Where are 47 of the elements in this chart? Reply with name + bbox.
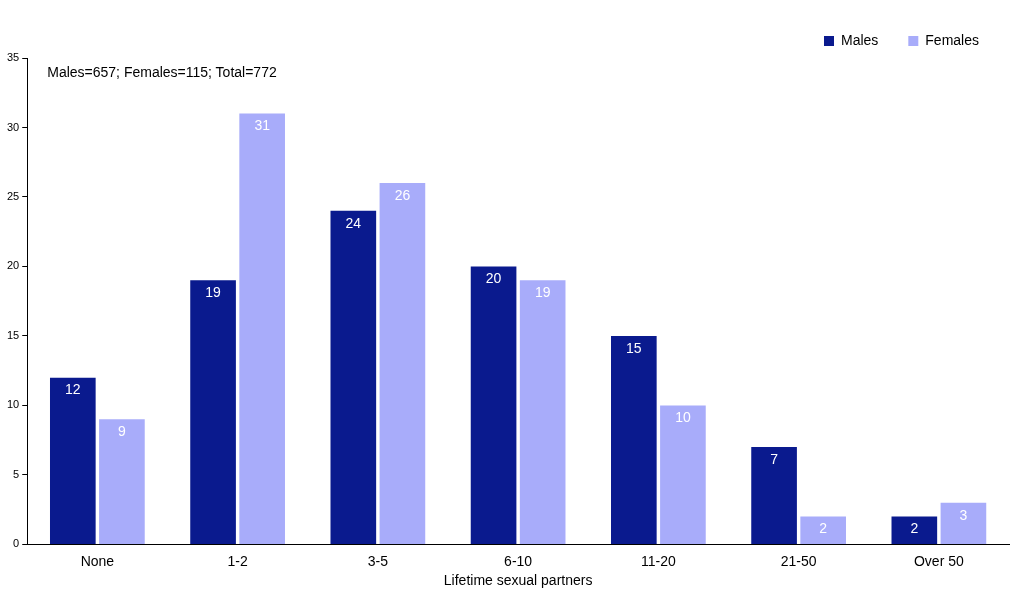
bar (611, 335, 657, 544)
data-label: 26 (394, 186, 411, 203)
x-tick-label: 21-50 (780, 552, 817, 569)
data-label: 24 (345, 214, 362, 231)
legend-label: Males (840, 31, 879, 48)
x-tick-label: 11-20 (640, 552, 676, 569)
bar (379, 183, 426, 544)
bar (891, 516, 938, 544)
data-label: 20 (485, 270, 502, 287)
data-label: 19 (534, 284, 551, 301)
bar (660, 405, 706, 544)
annotation: Males=657; Females=115; Total=772 (47, 63, 277, 80)
bar (470, 266, 517, 544)
data-label: 15 (626, 339, 642, 356)
y-tick-label: 30 (6, 120, 20, 133)
y-tick-label: 35 (6, 51, 20, 64)
data-label: 19 (205, 284, 222, 301)
y-tick-label: 0 (13, 537, 20, 550)
y-tick-label: 25 (6, 190, 20, 202)
bar (239, 113, 285, 544)
x-tick-label: None (80, 552, 115, 569)
data-label: 3 (959, 506, 968, 523)
y-tick-label: 10 (6, 398, 20, 411)
x-tick-label: 6-10 (504, 552, 533, 569)
data-label: 12 (65, 381, 81, 398)
data-label: 2 (819, 520, 828, 537)
bar (99, 419, 145, 544)
bar (519, 280, 566, 544)
bar (940, 502, 987, 544)
y-tick-label: 5 (13, 467, 20, 480)
bar (800, 516, 846, 544)
bar (190, 280, 236, 544)
x-tick-label: 3-5 (367, 552, 389, 569)
bar (330, 210, 377, 544)
data-label: 2 (910, 520, 919, 537)
y-tick-label: 20 (6, 259, 20, 272)
bar (751, 447, 797, 544)
bar (49, 377, 96, 544)
data-label: 7 (770, 450, 779, 467)
legend-label: Females (925, 31, 979, 48)
data-label: 10 (675, 409, 691, 426)
x-tick-label: Over 50 (913, 552, 964, 569)
y-tick-label: 15 (6, 328, 20, 341)
x-axis-title: Lifetime sexual partners (443, 572, 593, 589)
data-label: 31 (254, 117, 271, 134)
data-label: 9 (118, 423, 127, 440)
x-tick-label: 1-2 (227, 552, 248, 569)
